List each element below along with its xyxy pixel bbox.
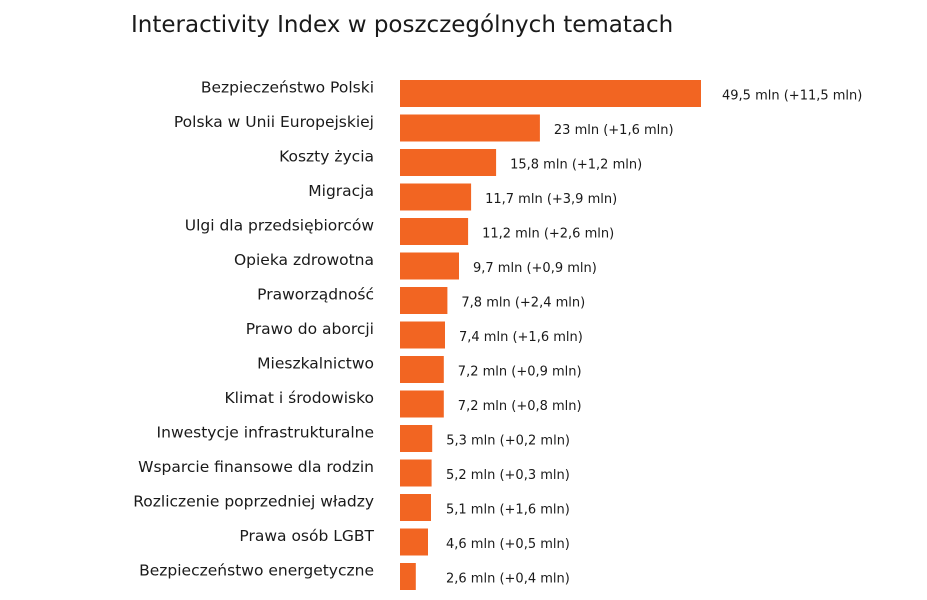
value-label-row-11: 5,2 mln (+0,3 mln) <box>446 468 570 483</box>
chart-title: Interactivity Index w poszczególnych tem… <box>131 12 674 38</box>
category-label-row-10: Inwestycje infrastrukturalne <box>157 424 374 442</box>
value-label-row-13: 4,6 mln (+0,5 mln) <box>446 537 570 552</box>
category-label-row-14: Bezpieczeństwo energetyczne <box>139 562 374 580</box>
bar-row-13 <box>400 528 428 556</box>
bar-row-7 <box>400 321 445 349</box>
category-label-row-7: Prawo do aborcji <box>246 320 374 338</box>
value-label-row-3: 11,7 mln (+3,9 mln) <box>485 192 617 207</box>
value-label-row-9: 7,2 mln (+0,8 mln) <box>458 399 582 414</box>
bar-row-3 <box>400 183 472 211</box>
bar-row-5 <box>400 252 459 280</box>
category-label-row-5: Opieka zdrowotna <box>234 251 374 269</box>
bar-row-6 <box>400 287 448 314</box>
category-label-row-2: Koszty życia <box>279 148 374 166</box>
bars <box>400 80 701 590</box>
category-label-row-11: Wsparcie finansowe dla rodzin <box>138 458 374 476</box>
value-label-row-10: 5,3 mln (+0,2 mln) <box>446 434 570 449</box>
category-label-row-0: Bezpieczeństwo Polski <box>201 79 374 97</box>
category-label-row-3: Migracja <box>308 182 374 200</box>
value-label-row-8: 7,2 mln (+0,9 mln) <box>458 365 582 380</box>
bar-row-12 <box>400 494 431 521</box>
bar-row-0 <box>400 80 701 107</box>
category-label-row-1: Polska w Unii Europejskiej <box>174 113 374 131</box>
value-label-row-2: 15,8 mln (+1,2 mln) <box>510 158 642 173</box>
value-label-row-6: 7,8 mln (+2,4 mln) <box>461 296 585 311</box>
bar-row-4 <box>400 218 469 245</box>
category-label-row-9: Klimat i środowisko <box>225 389 375 407</box>
bar-row-9 <box>400 390 444 418</box>
category-label-row-4: Ulgi dla przedsiębiorców <box>185 217 375 235</box>
value-label-row-0: 49,5 mln (+11,5 mln) <box>722 89 862 104</box>
value-label-row-1: 23 mln (+1,6 mln) <box>554 123 674 138</box>
category-labels: Bezpieczeństwo Polski Polska w Unii Europ… <box>133 79 374 580</box>
bar-row-14 <box>400 563 416 590</box>
value-label-row-12: 5,1 mln (+1,6 mln) <box>446 503 570 518</box>
bar-row-8 <box>400 356 444 383</box>
bar-row-10 <box>400 425 433 452</box>
category-label-row-12: Rozliczenie poprzedniej władzy <box>133 493 374 511</box>
category-label-row-13: Prawa osób LGBT <box>239 527 374 545</box>
bar-row-11 <box>400 459 432 487</box>
value-label-row-5: 9,7 mln (+0,9 mln) <box>473 261 597 276</box>
bar-row-2 <box>400 149 497 176</box>
value-label-row-4: 11,2 mln (+2,6 mln) <box>482 227 614 242</box>
value-label-row-14: 2,6 mln (+0,4 mln) <box>446 572 570 587</box>
category-label-row-8: Mieszkalnictwo <box>257 355 374 373</box>
value-label-row-7: 7,4 mln (+1,6 mln) <box>459 330 583 345</box>
category-label-row-6: Praworządność <box>257 286 374 304</box>
value-labels: 49,5 mln (+11,5 mln) 23 mln (+1,6 mln) 15,… <box>446 89 862 587</box>
bar-row-1 <box>400 114 540 142</box>
